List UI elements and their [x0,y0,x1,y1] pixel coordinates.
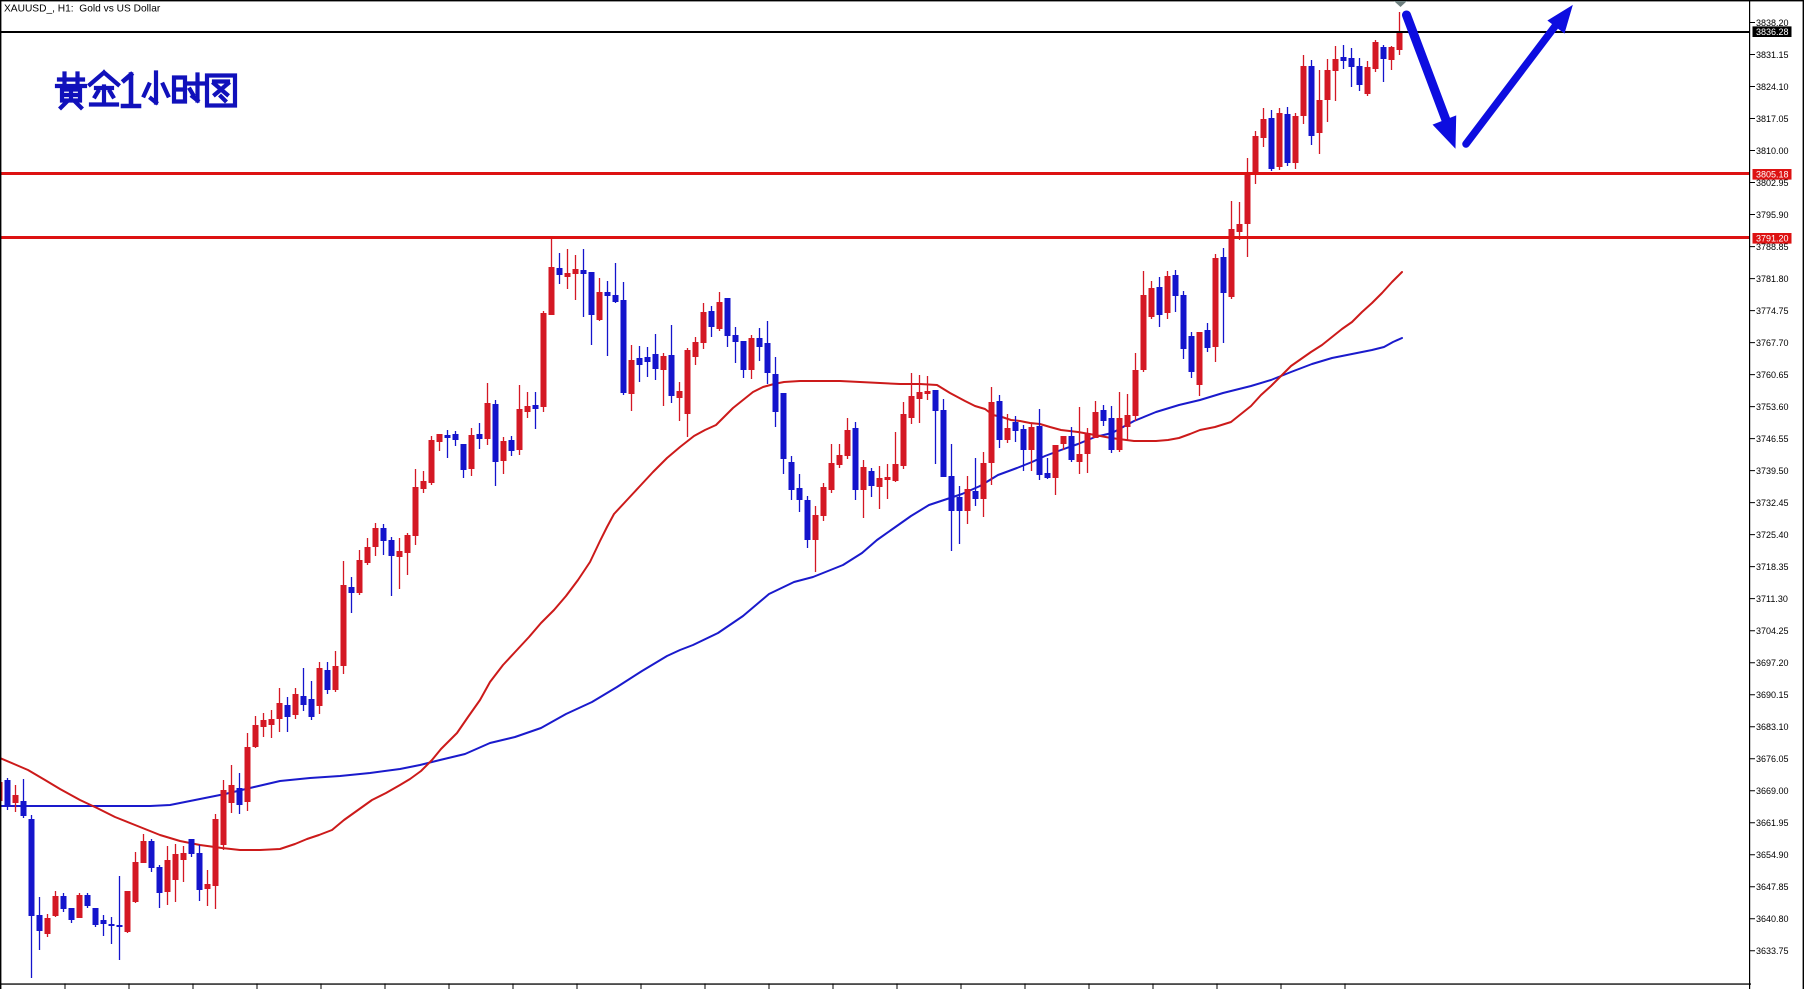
svg-text:3824.10: 3824.10 [1756,82,1789,92]
svg-text:3760.65: 3760.65 [1756,370,1789,380]
svg-text:3640.80: 3640.80 [1756,914,1789,924]
svg-text:3753.60: 3753.60 [1756,402,1789,412]
svg-text:3767.70: 3767.70 [1756,338,1789,348]
svg-text:3805.18: 3805.18 [1756,170,1789,180]
svg-text:3690.15: 3690.15 [1756,690,1789,700]
svg-text:3788.85: 3788.85 [1756,242,1789,252]
svg-text:3795.90: 3795.90 [1756,210,1789,220]
svg-text:3647.85: 3647.85 [1756,882,1789,892]
svg-text:3732.45: 3732.45 [1756,498,1789,508]
svg-text:3774.75: 3774.75 [1756,306,1789,316]
svg-text:3697.20: 3697.20 [1756,658,1789,668]
svg-text:3661.95: 3661.95 [1756,818,1789,828]
svg-text:3739.50: 3739.50 [1756,466,1789,476]
svg-text:3836.28: 3836.28 [1756,27,1789,37]
svg-text:3746.55: 3746.55 [1756,434,1789,444]
svg-text:3802.95: 3802.95 [1756,178,1789,188]
svg-text:3704.25: 3704.25 [1756,626,1789,636]
svg-text:3831.15: 3831.15 [1756,50,1789,60]
svg-text:XAUUSD_, H1: Gold vs US Dolla: XAUUSD_, H1: Gold vs US Dollar [4,4,161,15]
svg-text:3725.40: 3725.40 [1756,530,1789,540]
svg-text:3669.00: 3669.00 [1756,786,1789,796]
svg-text:3633.75: 3633.75 [1756,946,1789,956]
svg-text:3683.10: 3683.10 [1756,722,1789,732]
svg-text:3817.05: 3817.05 [1756,114,1789,124]
svg-text:3781.80: 3781.80 [1756,274,1789,284]
svg-text:3810.00: 3810.00 [1756,146,1789,156]
svg-text:3791.20: 3791.20 [1756,234,1789,244]
svg-text:3654.90: 3654.90 [1756,850,1789,860]
svg-text:3838.20: 3838.20 [1756,18,1789,28]
svg-text:3718.35: 3718.35 [1756,562,1789,572]
svg-text:3711.30: 3711.30 [1756,594,1788,604]
svg-text:3676.05: 3676.05 [1756,754,1789,764]
